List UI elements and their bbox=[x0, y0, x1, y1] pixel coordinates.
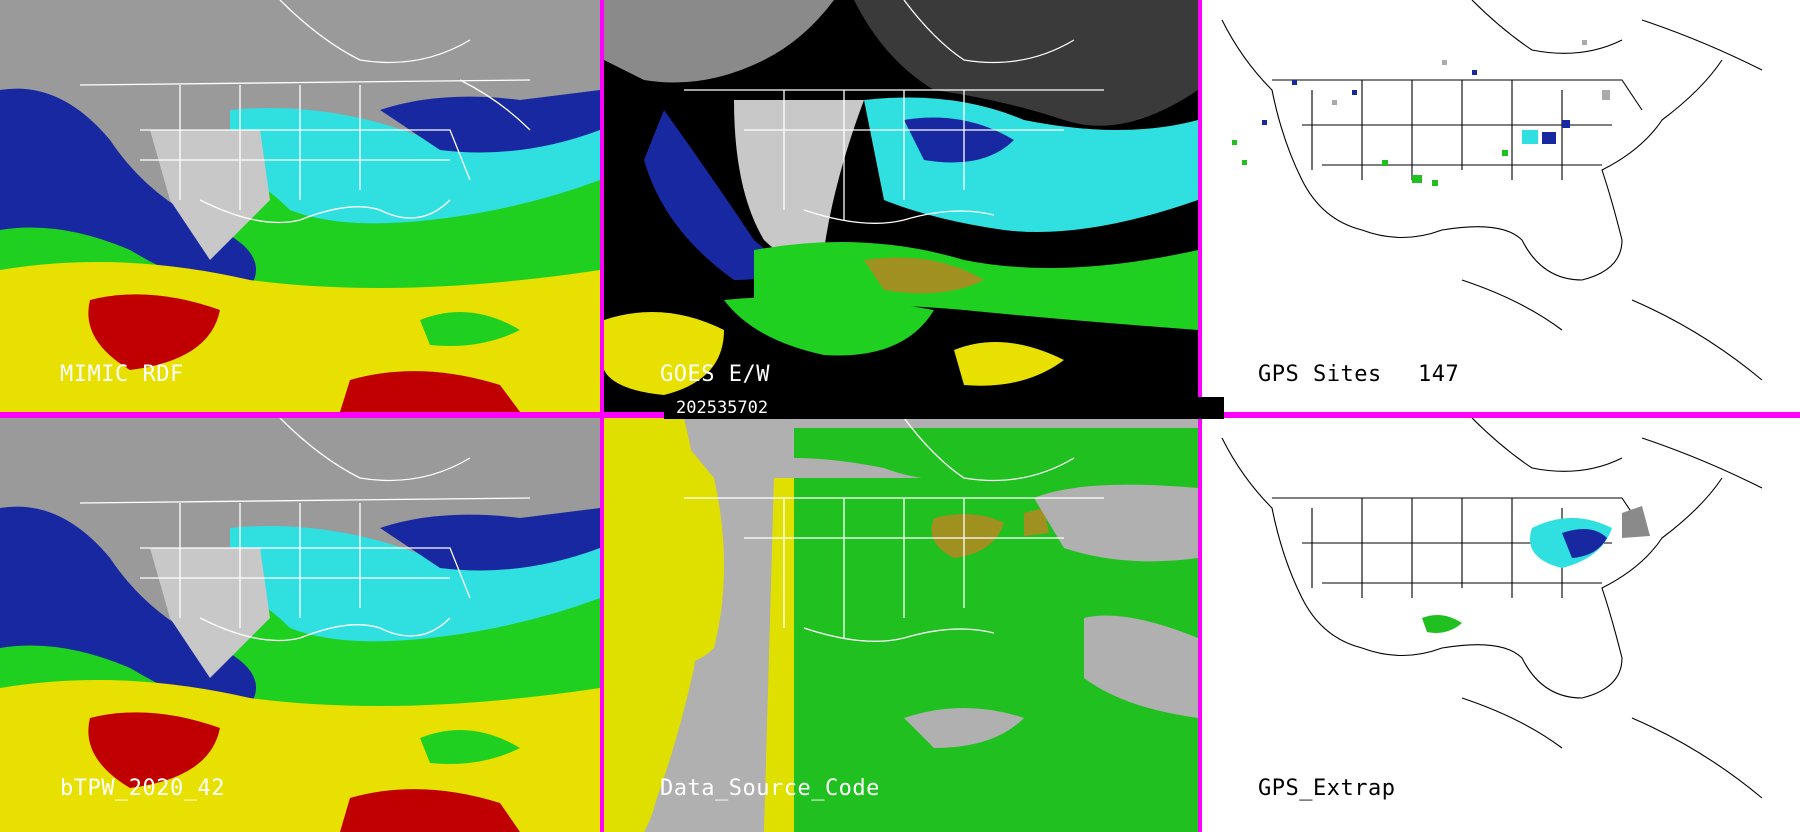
panel-data-source-code: Data_Source_Code bbox=[604, 418, 1198, 832]
panel-label: GOES E/W bbox=[660, 362, 770, 387]
panel-gps-extrap: GPS_Extrap bbox=[1202, 418, 1800, 832]
btpw-map bbox=[0, 418, 600, 832]
panel-label: MIMIC RDF bbox=[60, 362, 184, 387]
gps-site-count: 147 bbox=[1418, 362, 1460, 387]
gps-extrap-map bbox=[1202, 418, 1800, 832]
panel-label: bTPW_2020_42 bbox=[60, 776, 225, 801]
panel-label: Data_Source_Code bbox=[660, 776, 880, 801]
gps-extrap-shading bbox=[1422, 506, 1650, 633]
goes-ew-map bbox=[604, 0, 1198, 412]
timestamp-bar: 202535702 bbox=[664, 397, 1224, 419]
panel-gps-sites: GPS Sites 147 bbox=[1202, 0, 1800, 412]
panel-mimic-rdf: MIMIC RDF bbox=[0, 0, 600, 412]
panel-goes-ew: GOES E/W bbox=[604, 0, 1198, 412]
mimic-rdf-map bbox=[0, 0, 600, 412]
panel-label: GPS Sites bbox=[1258, 362, 1382, 387]
data-source-code-map bbox=[604, 418, 1198, 832]
timestamp: 202535702 bbox=[676, 398, 769, 418]
panel-btpw: bTPW_2020_42 bbox=[0, 418, 600, 832]
gps-sites-map bbox=[1202, 0, 1800, 412]
gps-site-markers bbox=[1232, 40, 1610, 186]
panel-label: GPS_Extrap bbox=[1258, 776, 1396, 801]
